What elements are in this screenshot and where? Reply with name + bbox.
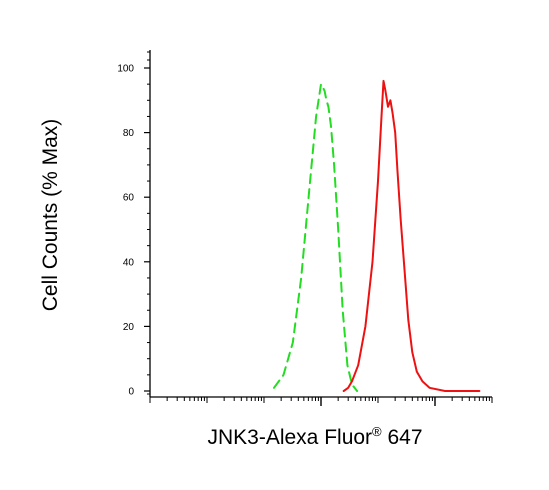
x-axis-label: JNK3-Alexa Fluor® 647 <box>207 424 422 449</box>
axes <box>149 50 492 398</box>
x-ticks <box>149 397 493 406</box>
y-tick-label: 60 <box>123 193 135 204</box>
y-tick-label: 40 <box>123 257 135 268</box>
x-axis-label-suffix: 647 <box>382 426 423 449</box>
y-tick-label: 20 <box>123 322 135 333</box>
series-line-dashed <box>273 83 359 392</box>
y-tick-label: 0 <box>128 387 134 398</box>
x-axis-label-superscript: ® <box>372 424 382 439</box>
series-line-solid <box>342 79 481 392</box>
y-ticks: 0 20 40 60 80 100 <box>117 51 150 398</box>
y-tick-label: 80 <box>123 128 135 139</box>
series-group <box>273 79 481 392</box>
y-axis-label: Cell Counts (% Max) <box>39 119 62 312</box>
y-tick-label: 100 <box>117 64 134 75</box>
x-axis-label-main: JNK3-Alexa Fluor <box>207 426 372 449</box>
